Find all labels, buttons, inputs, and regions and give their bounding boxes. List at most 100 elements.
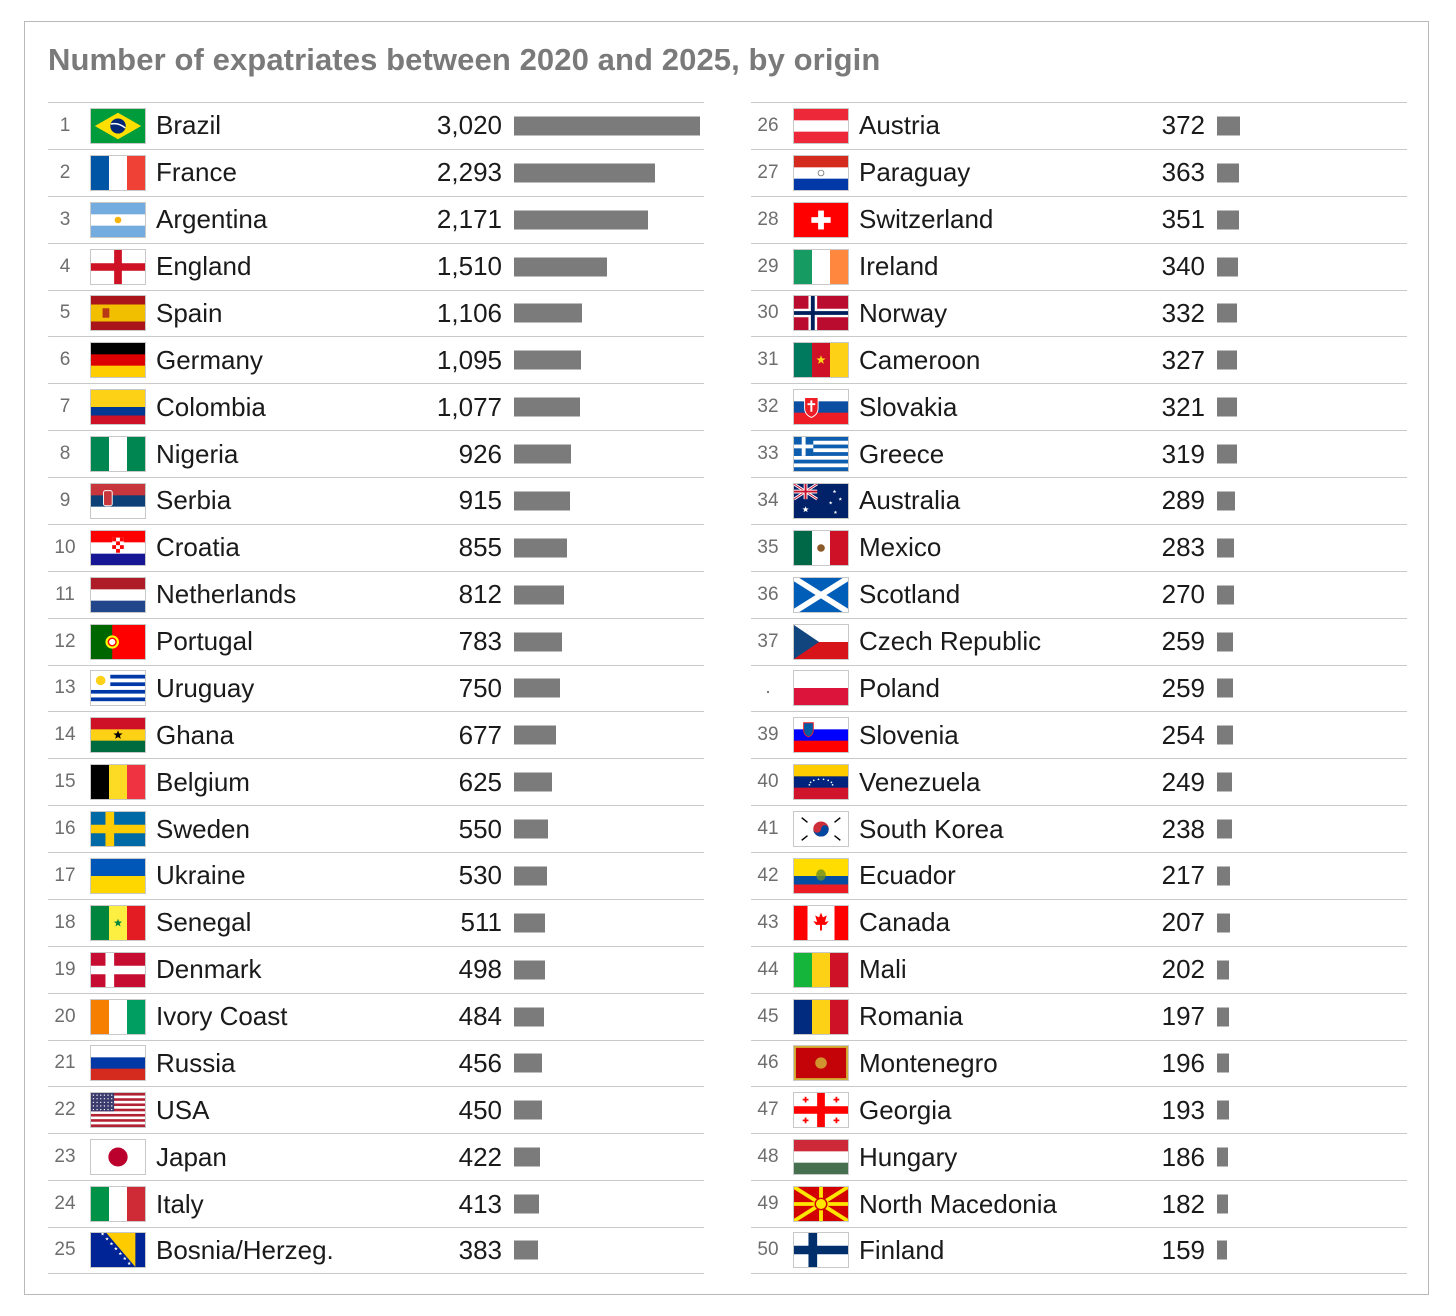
table-row: 33 Greece 319 [751, 430, 1407, 477]
usa-flag [90, 1092, 146, 1129]
table-row: 43 Canada 207 [751, 898, 1407, 946]
country-label: England [156, 251, 252, 282]
rank-label: 22 [54, 1099, 76, 1121]
value-bar [514, 585, 564, 605]
value-label: 1,077 [436, 391, 502, 422]
czech-flag [793, 623, 849, 660]
table-row: 49 North Macedonia 182 [751, 1180, 1407, 1227]
table-row: 28 Switzerland 351 [751, 195, 1407, 243]
switzerland-flag [793, 201, 849, 238]
rank-label: 25 [54, 1239, 76, 1261]
table-row: 48 Hungary 186 [751, 1133, 1407, 1180]
rank-label: 18 [54, 911, 76, 933]
rank-label: 12 [54, 630, 76, 652]
table-row: 26 Austria 372 [751, 102, 1407, 149]
value-label: 750 [458, 672, 502, 703]
table-row: 46 Montenegro 196 [751, 1039, 1407, 1087]
value-label: 186 [1161, 1141, 1205, 1172]
value-bar [1217, 1194, 1229, 1214]
value-bar [1217, 772, 1233, 792]
rank-label: 50 [757, 1239, 779, 1261]
country-label: Czech Republic [859, 626, 1042, 657]
value-label: 207 [1161, 907, 1205, 938]
rank-label: 49 [757, 1193, 779, 1215]
country-label: Cameroon [859, 344, 981, 375]
ecuador-flag [793, 857, 849, 894]
rank-label: 21 [54, 1052, 76, 1074]
rank-label: 27 [757, 161, 779, 183]
value-bar [1217, 210, 1239, 230]
value-label: 1,106 [436, 297, 502, 328]
value-bar [1217, 960, 1230, 980]
spain-flag [90, 295, 146, 332]
value-bar [514, 491, 571, 511]
country-label: France [156, 157, 237, 188]
rank-label: 23 [54, 1146, 76, 1168]
value-label: 196 [1161, 1047, 1205, 1078]
serbia-flag [90, 482, 146, 519]
value-bar [1217, 163, 1240, 183]
value-bar [1217, 866, 1231, 886]
senegal-flag [90, 904, 146, 941]
table-row: 42 Ecuador 217 [751, 852, 1407, 899]
romania-flag [793, 998, 849, 1035]
rank-label: 4 [59, 255, 71, 277]
country-label: North Macedonia [859, 1188, 1057, 1219]
value-label: 783 [458, 626, 502, 657]
ivory-coast-flag [90, 998, 146, 1035]
value-bar [514, 210, 648, 230]
italy-flag [90, 1186, 146, 1223]
value-label: 202 [1161, 954, 1205, 985]
value-label: 550 [458, 813, 502, 844]
rank-label: 1 [59, 114, 71, 136]
belgium-flag [90, 764, 146, 801]
value-bar [514, 913, 546, 933]
value-label: 855 [458, 532, 502, 563]
country-label: USA [156, 1094, 210, 1125]
ukraine-flag [90, 857, 146, 894]
rank-label: 48 [757, 1146, 779, 1168]
country-label: Portugal [156, 626, 253, 657]
table-row: 31 Cameroon 327 [751, 336, 1407, 383]
table-row: 27 Paraguay 363 [751, 148, 1407, 196]
table-row: 41 South Korea 238 [751, 805, 1407, 852]
value-bar [1217, 444, 1237, 464]
country-label: Bosnia/Herzeg. [156, 1234, 334, 1265]
rank-label: 19 [54, 958, 76, 980]
bosnia-flag [90, 1232, 146, 1269]
rank-label: 45 [757, 1005, 779, 1027]
table-row: 29 Ireland 340 [751, 242, 1407, 290]
chart-title: Number of expatriates between 2020 and 2… [48, 42, 881, 77]
left-column-table: 1 Brazil 3,020 2 France 2,293 3 Argentina 2,171 4… [48, 102, 704, 1274]
value-bar [514, 444, 572, 464]
value-label: 270 [1161, 579, 1205, 610]
value-bar [1217, 538, 1235, 558]
table-row: 50 Finland 159 [751, 1227, 1407, 1274]
rank-label: 28 [757, 208, 779, 230]
value-label: 159 [1161, 1234, 1205, 1265]
rank-label: 17 [54, 864, 76, 886]
table-row: 11 Netherlands 812 [48, 570, 704, 618]
rank-label: 43 [757, 911, 779, 933]
value-label: 1,510 [436, 251, 502, 282]
value-bar [514, 678, 561, 698]
table-row: 5 Spain 1,106 [48, 289, 704, 337]
russia-flag [90, 1045, 146, 1082]
country-label: Mexico [859, 532, 942, 563]
value-label: 2,171 [436, 204, 502, 235]
table-row: . Poland 259 [751, 664, 1407, 712]
value-bar [1217, 257, 1238, 277]
country-label: South Korea [859, 813, 1004, 844]
rank-label: 11 [55, 583, 75, 605]
austria-flag [793, 107, 849, 144]
value-bar [514, 819, 548, 839]
country-label: Australia [859, 485, 961, 516]
table-row: 16 Sweden 550 [48, 805, 704, 852]
hungary-flag [793, 1139, 849, 1176]
nigeria-flag [90, 436, 146, 473]
country-label: Brazil [156, 110, 222, 141]
value-label: 383 [458, 1234, 502, 1265]
australia-flag [793, 482, 849, 519]
country-label: Slovenia [859, 719, 959, 750]
table-row: 44 Mali 202 [751, 945, 1407, 993]
